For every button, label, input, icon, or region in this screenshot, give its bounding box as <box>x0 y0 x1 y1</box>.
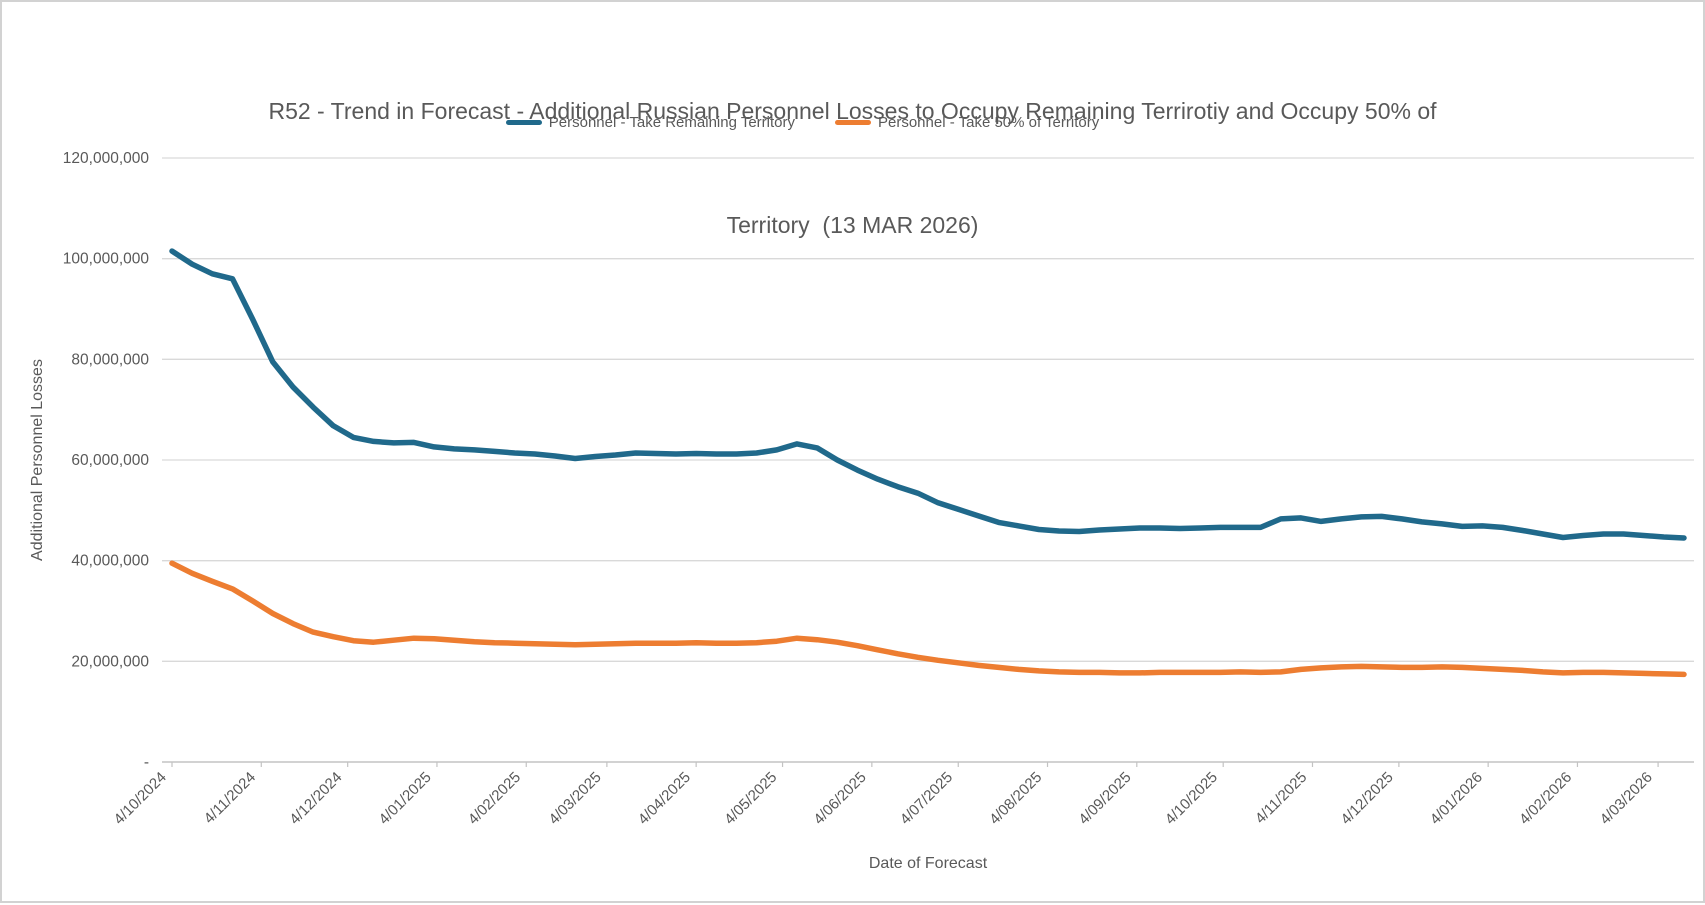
x-tick-label: 4/10/2024 <box>111 769 170 828</box>
x-tick-label: 4/05/2025 <box>721 769 780 828</box>
y-tick-label: 100,000,000 <box>63 251 150 268</box>
legend-item-take-50-percent-territory: Personnel - Take 50% of Territory <box>835 114 1099 131</box>
y-axis-title: Additional Personnel Losses <box>29 359 46 561</box>
legend-label: Personnel - Take 50% of Territory <box>878 114 1100 131</box>
y-tick-label: 80,000,000 <box>71 351 149 368</box>
x-tick-label: 4/10/2025 <box>1162 769 1221 828</box>
y-tick-label: 40,000,000 <box>71 553 149 570</box>
x-tick-label: 4/03/2025 <box>545 769 604 828</box>
x-tick-label: 4/12/2024 <box>286 769 345 828</box>
legend-item-take-remaining-territory: Personnel - Take Remaining Territory <box>505 114 795 131</box>
chart-title-line-1: R52 - Trend in Forecast - Additional Rus… <box>268 98 1437 124</box>
x-axis-title: Date of Forecast <box>869 855 988 872</box>
x-tick-label: 4/09/2025 <box>1075 769 1134 828</box>
x-tick-label: 4/04/2025 <box>635 769 694 828</box>
y-tick-label: 60,000,000 <box>71 452 149 469</box>
chart-title-line-2: Territory (13 MAR 2026) <box>726 212 979 238</box>
legend-label: Personnel - Take Remaining Territory <box>548 114 795 131</box>
chart-title: R52 - Trend in Forecast - Additional Rus… <box>2 16 1703 282</box>
x-tick-label: 4/01/2026 <box>1427 769 1486 828</box>
y-tick-label: 20,000,000 <box>71 653 149 670</box>
line-swatch-icon <box>505 120 542 125</box>
x-tick-label: 4/01/2025 <box>376 769 435 828</box>
x-tick-label: 4/12/2025 <box>1337 769 1396 828</box>
x-tick-label: 4/11/2025 <box>1252 769 1310 827</box>
x-tick-label: 4/02/2026 <box>1516 769 1575 828</box>
line-swatch-icon <box>835 120 871 125</box>
legend: Personnel - Take Remaining Territory Per… <box>0 114 1653 131</box>
y-tick-label: - <box>144 754 149 771</box>
x-tick-label: 4/08/2025 <box>986 769 1045 828</box>
x-tick-label: 4/06/2025 <box>810 769 869 828</box>
x-tick-label: 4/03/2026 <box>1597 769 1656 828</box>
y-tick-label: 120,000,000 <box>63 150 150 167</box>
x-tick-label: 4/02/2025 <box>465 769 524 828</box>
series-line-take-50-percent-territory <box>169 560 1687 678</box>
x-tick-label: 4/11/2024 <box>201 769 259 827</box>
series-line-take-remaining-territory <box>169 248 1687 541</box>
x-tick-label: 4/07/2025 <box>897 769 956 828</box>
